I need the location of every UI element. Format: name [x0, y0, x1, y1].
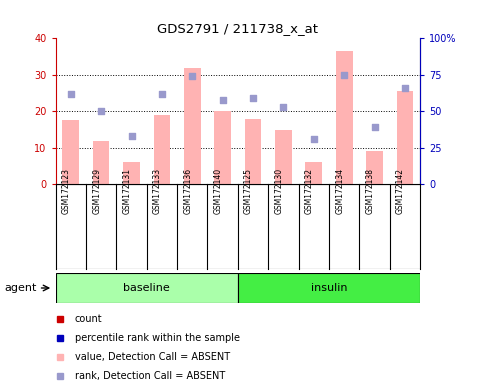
Text: GSM172133: GSM172133: [153, 168, 162, 214]
Bar: [123, 162, 140, 184]
Text: insulin: insulin: [311, 283, 347, 293]
Text: GSM172136: GSM172136: [183, 168, 192, 214]
Bar: [366, 152, 383, 184]
Bar: [56, 273, 238, 303]
Text: GDS2791 / 211738_x_at: GDS2791 / 211738_x_at: [157, 22, 318, 35]
Text: GSM172138: GSM172138: [366, 168, 375, 214]
Point: [371, 124, 379, 131]
Text: GSM172140: GSM172140: [213, 168, 223, 214]
Point: [128, 133, 135, 139]
Point: [67, 91, 74, 97]
Bar: [245, 119, 261, 184]
Point: [341, 72, 348, 78]
Bar: [184, 68, 200, 184]
Bar: [238, 273, 420, 303]
Point: [97, 108, 105, 114]
Point: [219, 97, 227, 103]
Text: GSM172134: GSM172134: [335, 168, 344, 214]
Bar: [397, 91, 413, 184]
Bar: [275, 130, 292, 184]
Bar: [93, 141, 110, 184]
Text: GSM172123: GSM172123: [62, 168, 71, 214]
Text: GSM172132: GSM172132: [305, 168, 314, 214]
Text: value, Detection Call = ABSENT: value, Detection Call = ABSENT: [75, 352, 230, 362]
Point: [280, 104, 287, 110]
Bar: [214, 111, 231, 184]
Bar: [62, 121, 79, 184]
Text: GSM172131: GSM172131: [123, 168, 131, 214]
Bar: [305, 162, 322, 184]
Text: GSM172130: GSM172130: [274, 168, 284, 214]
Text: GSM172125: GSM172125: [244, 168, 253, 214]
Text: GSM172129: GSM172129: [92, 168, 101, 214]
Point: [310, 136, 318, 142]
Point: [188, 73, 196, 79]
Point: [249, 95, 257, 101]
Text: GSM172142: GSM172142: [396, 168, 405, 214]
Text: count: count: [75, 314, 102, 324]
Bar: [154, 115, 170, 184]
Point: [158, 91, 166, 97]
Text: agent: agent: [5, 283, 37, 293]
Point: [401, 85, 409, 91]
Text: rank, Detection Call = ABSENT: rank, Detection Call = ABSENT: [75, 371, 225, 381]
Bar: [336, 51, 353, 184]
Text: baseline: baseline: [123, 283, 170, 293]
Text: percentile rank within the sample: percentile rank within the sample: [75, 333, 240, 343]
